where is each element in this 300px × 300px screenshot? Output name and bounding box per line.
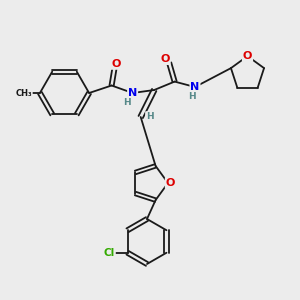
Text: H: H (188, 92, 196, 101)
Text: H: H (146, 112, 154, 121)
Text: N: N (190, 82, 200, 92)
Text: N: N (128, 88, 137, 98)
Text: Cl: Cl (103, 248, 115, 258)
Text: H: H (123, 98, 130, 107)
Text: O: O (243, 51, 252, 61)
Text: CH₃: CH₃ (15, 88, 32, 98)
Text: O: O (166, 178, 175, 188)
Text: O: O (160, 54, 170, 64)
Text: O: O (111, 59, 121, 69)
